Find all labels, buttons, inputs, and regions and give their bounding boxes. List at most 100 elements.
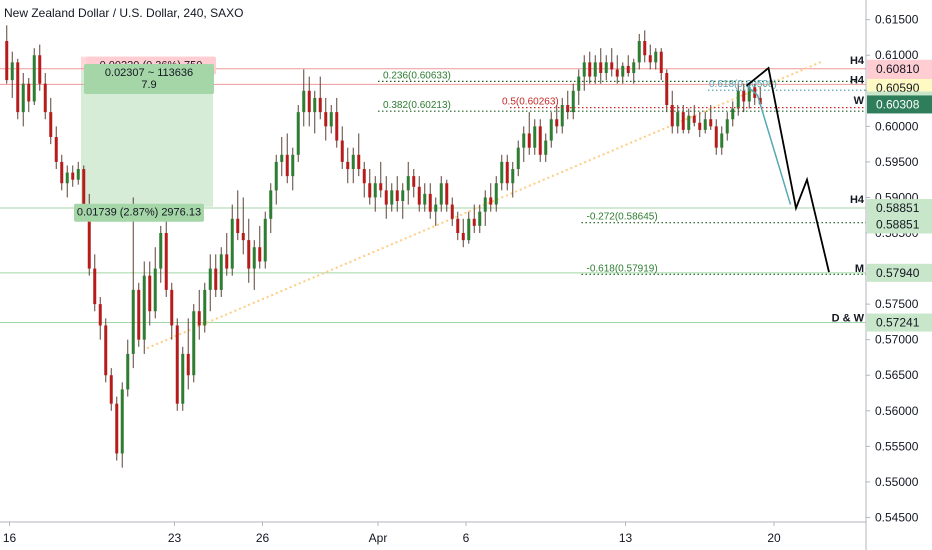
- candle: [599, 62, 603, 74]
- candle: [27, 83, 31, 102]
- x-tick-label: 16: [3, 531, 17, 545]
- candle: [637, 41, 641, 63]
- candle: [313, 97, 317, 113]
- zone-label: M: [855, 263, 864, 275]
- y-tick-label: 0.60000: [875, 119, 919, 133]
- candle: [186, 353, 190, 376]
- candle: [758, 97, 762, 105]
- candle: [5, 41, 9, 81]
- candle: [654, 51, 658, 63]
- candle: [285, 154, 289, 177]
- price-label-bg: [867, 95, 932, 114]
- candle: [489, 197, 493, 205]
- x-tick-label: 26: [256, 531, 270, 545]
- price-label-bg: [867, 313, 932, 332]
- zone-label: D & W: [832, 313, 865, 325]
- candle: [318, 97, 322, 113]
- candle: [54, 137, 58, 162]
- candle: [307, 90, 311, 113]
- candle: [527, 133, 531, 148]
- candle: [571, 90, 575, 113]
- zone-label: W: [854, 95, 865, 107]
- candle: [423, 193, 427, 205]
- candle: [687, 115, 691, 130]
- candle: [302, 90, 306, 113]
- candle: [439, 183, 443, 205]
- candle: [175, 325, 179, 404]
- candle: [71, 172, 75, 180]
- candle: [747, 87, 751, 102]
- candle: [351, 154, 355, 170]
- y-tick-label: 0.54500: [875, 510, 919, 524]
- candle: [610, 62, 614, 70]
- candle: [544, 140, 548, 155]
- candle: [170, 289, 174, 326]
- candle: [626, 65, 630, 74]
- fib-level-label: -0.618(0.57919): [587, 263, 658, 274]
- y-tick-label: 0.55500: [875, 439, 919, 453]
- x-tick-label: 23: [168, 531, 182, 545]
- target-label-bg: [84, 64, 214, 94]
- candle: [203, 289, 207, 326]
- candle: [148, 275, 152, 312]
- candle: [87, 204, 91, 269]
- candle: [478, 211, 482, 226]
- candle: [126, 353, 130, 390]
- candle: [120, 389, 124, 454]
- candle: [505, 161, 509, 184]
- candle: [373, 183, 377, 198]
- price-label-bg: [867, 215, 932, 234]
- candle: [417, 186, 421, 205]
- candle: [142, 275, 146, 340]
- candle: [208, 268, 212, 290]
- candle: [280, 154, 284, 162]
- candle: [588, 62, 592, 77]
- range-label: 0.01739 (2.87%) 2976.13: [77, 207, 201, 219]
- candle: [406, 176, 410, 191]
- candle: [566, 105, 570, 113]
- candle: [98, 304, 102, 326]
- candle: [560, 105, 564, 127]
- candle: [714, 126, 718, 148]
- candle: [604, 62, 608, 74]
- candle: [159, 233, 163, 269]
- fib-level-label: -0.272(0.58645): [587, 212, 658, 223]
- candle: [736, 90, 740, 109]
- candle: [533, 126, 537, 148]
- price-label: 0.60810: [876, 62, 920, 76]
- zone-label: H4: [850, 55, 865, 67]
- candle: [230, 218, 234, 269]
- candle: [412, 176, 416, 187]
- zone-label: H4: [850, 74, 865, 86]
- price-label: 0.58851: [876, 201, 920, 215]
- candle: [236, 218, 240, 234]
- candle: [720, 133, 724, 148]
- chart-title: New Zealand Dollar / U.S. Dollar, 240, S…: [4, 6, 244, 20]
- candle: [335, 112, 339, 141]
- candle: [390, 190, 394, 205]
- candle: [362, 169, 366, 184]
- candle: [665, 73, 669, 106]
- y-tick-label: 0.57000: [875, 333, 919, 347]
- price-label-bg: [867, 199, 932, 218]
- candle: [10, 62, 14, 81]
- candle: [258, 247, 262, 262]
- candle: [164, 233, 168, 290]
- projection-path-black: [745, 66, 830, 273]
- candle: [115, 403, 119, 454]
- candle: [467, 218, 471, 241]
- candle: [368, 183, 372, 198]
- candle: [214, 268, 218, 290]
- candle: [137, 289, 141, 340]
- candle: [615, 69, 619, 77]
- candle: [131, 289, 135, 354]
- candle: [247, 240, 251, 269]
- price-label: 0.57940: [876, 266, 920, 280]
- y-tick-label: 0.61500: [875, 13, 919, 27]
- candle: [593, 62, 597, 77]
- candle: [582, 62, 586, 77]
- candle: [500, 161, 504, 184]
- candle: [577, 76, 581, 91]
- candle: [516, 147, 520, 170]
